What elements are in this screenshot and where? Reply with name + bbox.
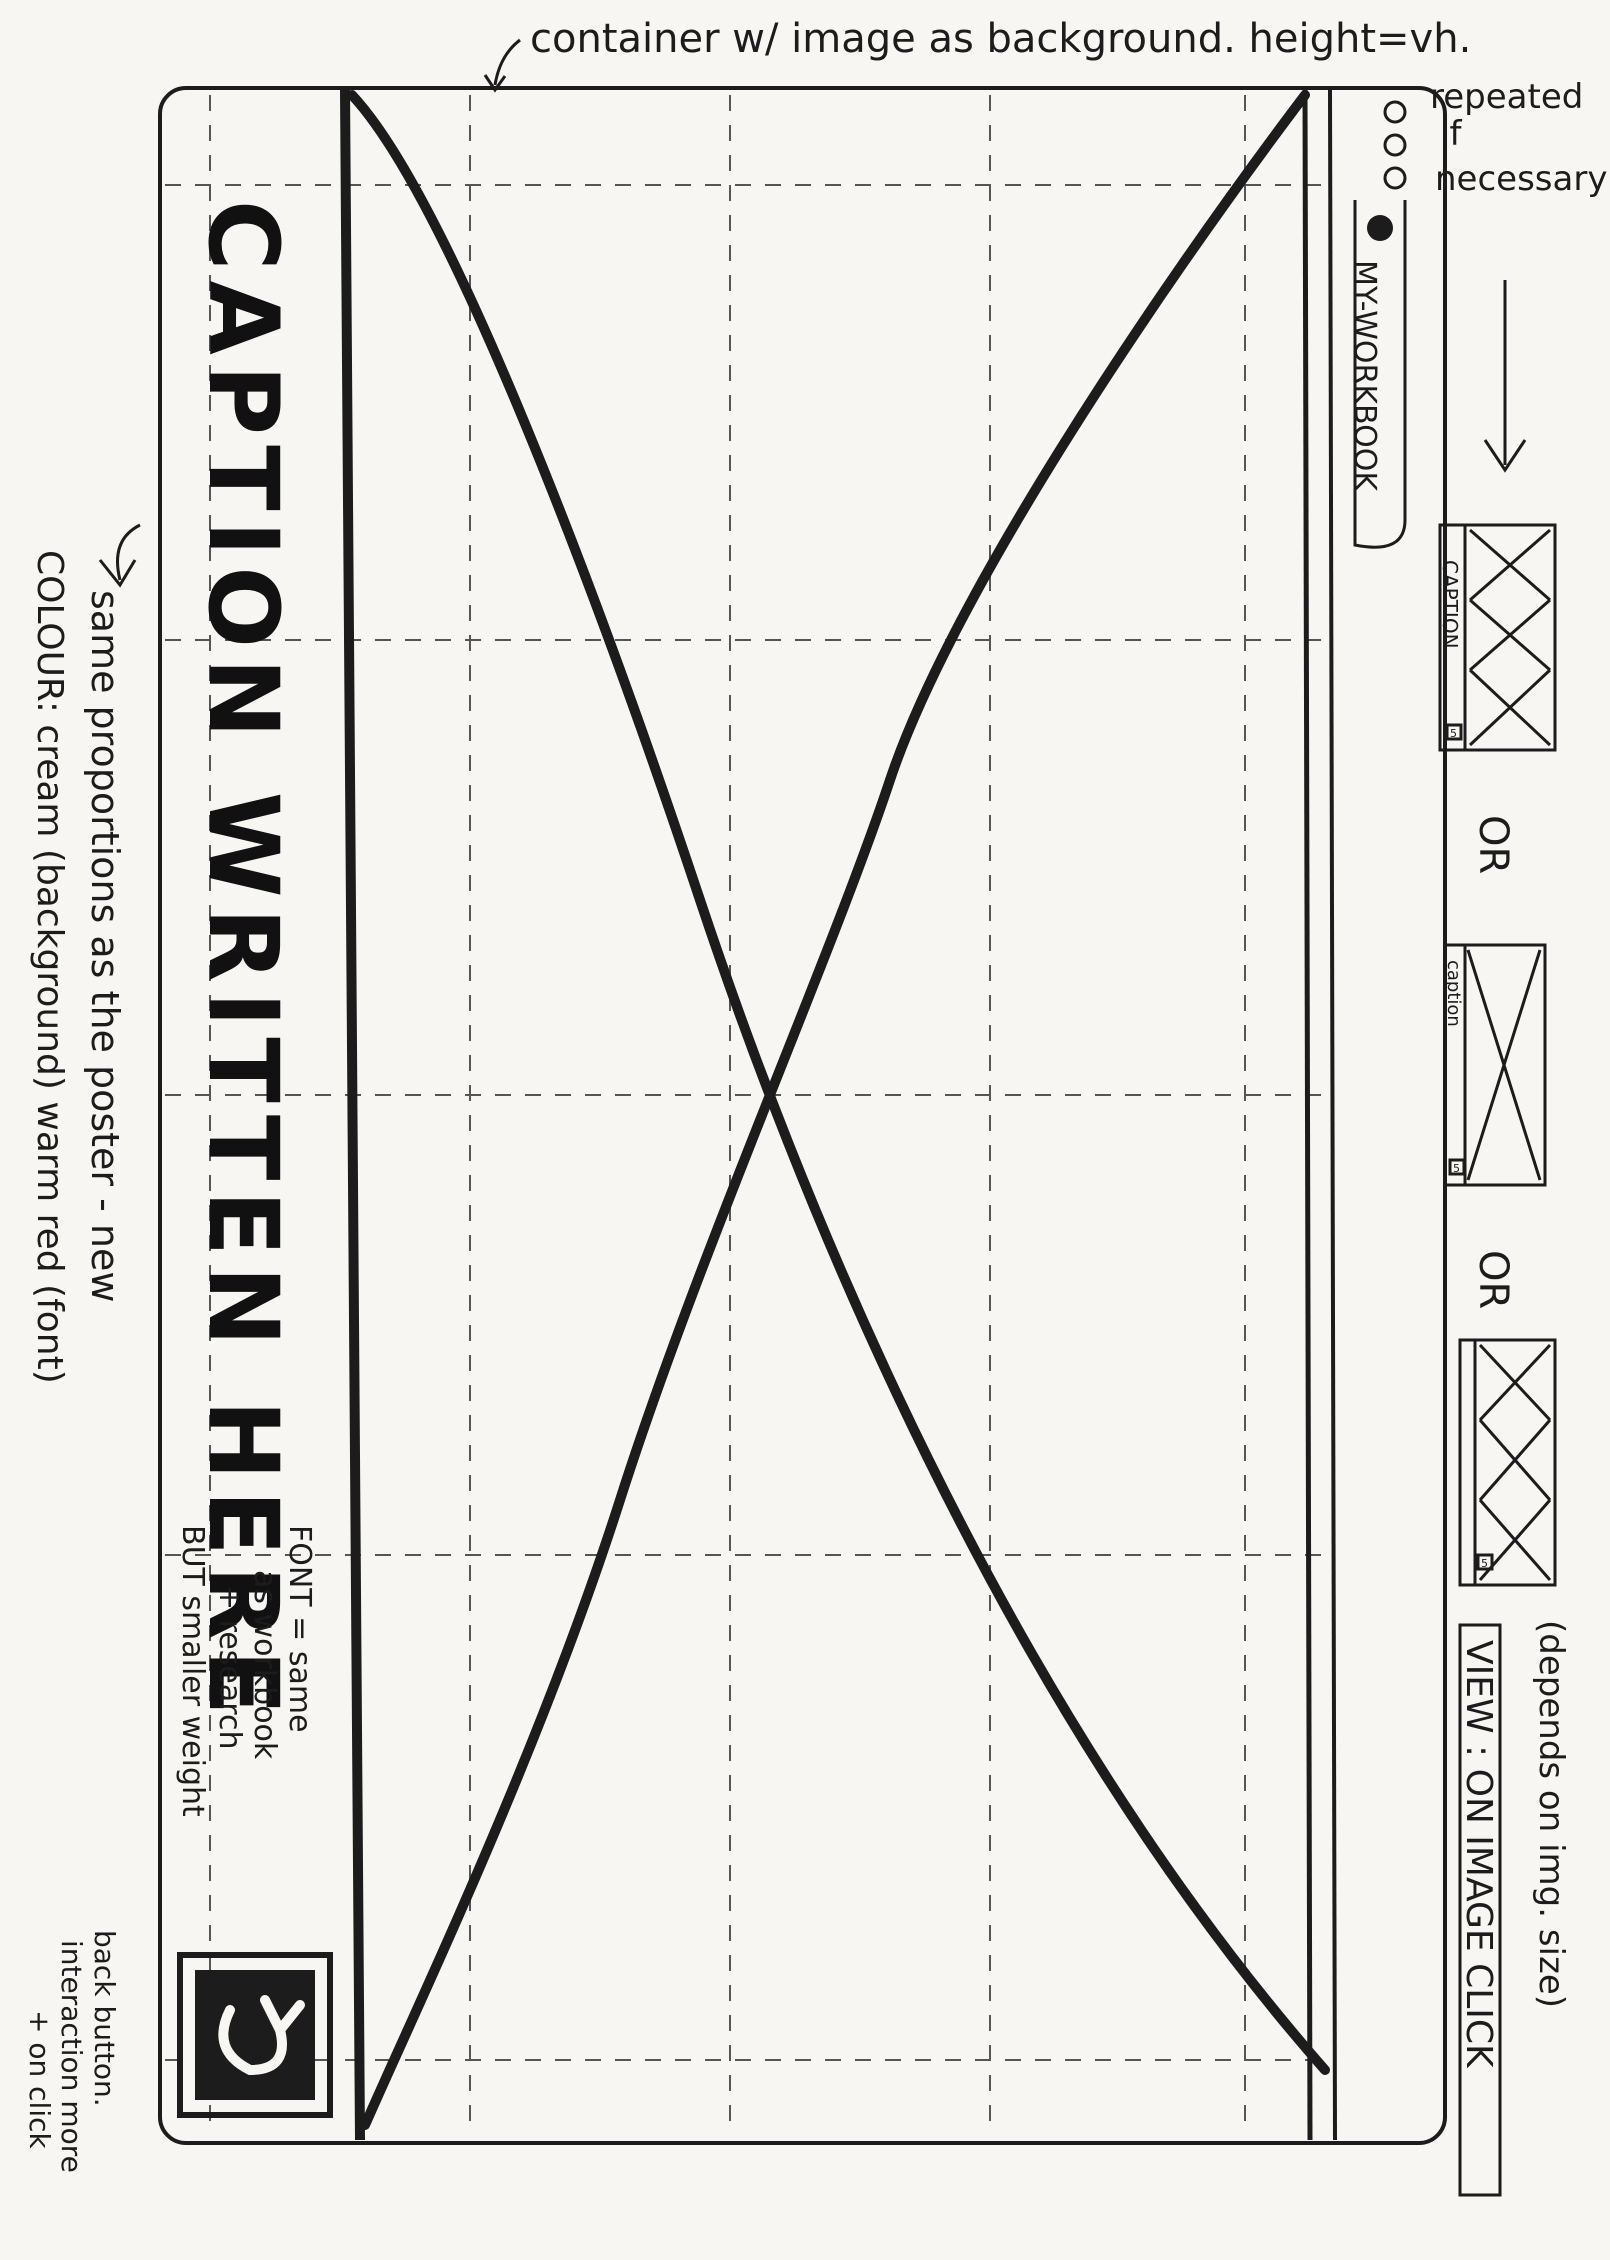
thumbnail-1-caption: CAPTION [1438,560,1462,649]
window-dots [1383,100,1407,190]
thumbnail-3-badge: 5 [1481,1557,1488,1570]
font-note-1: FONT = same [282,1525,317,1733]
thumbnail-1-badge: 5 [1450,727,1457,740]
workbook-tab[interactable] [1353,200,1407,549]
grid-guides [165,95,1325,2135]
back-note-2: interaction more [55,1940,88,2173]
font-note-3: + research [212,1585,247,1749]
back-note-3: + on click [23,2010,56,2149]
depends-note: (depends on img. size) [1531,1620,1571,2008]
font-note-4: BUT smaller weight [175,1525,210,1817]
or-separator-1: OR [1470,815,1516,874]
container-note: container w/ image as background. height… [530,16,1471,62]
thumbnail-2-caption: caption [1443,960,1464,1027]
font-note-2: as workbook [247,1570,282,1760]
or-separator-2: OR [1470,1250,1516,1309]
repeated-note-3: necessary [1435,159,1607,199]
view-on-click-label: VIEW : ON IMAGE CLICK [1458,1640,1499,2069]
repeated-note-1: repeated [1430,77,1583,117]
workbook-tab-label[interactable]: MY-WORKBOOK [1347,260,1382,492]
back-arrow-icon [218,1995,305,2076]
view-label-box [1458,1623,1502,2197]
hero-image-placeholder [347,90,1330,2130]
repeated-note-2: if [1440,114,1462,154]
back-note-1: back button. [88,1930,121,2107]
thumbnail-option-3[interactable] [1458,1338,1557,1587]
proportions-note-1: same proportions as the poster - new [83,590,127,1302]
thumbnail-option-1[interactable] [1438,523,1557,752]
thumbnail-2-badge: 5 [1453,1162,1460,1175]
scroll-arrow-icon [1483,280,1527,473]
thumbnail-option-2[interactable] [1443,943,1547,1187]
proportions-note-2: COLOUR: cream (background) warm red (fon… [29,550,70,1384]
tab-dot-icon [1367,215,1393,241]
back-button[interactable] [177,1952,333,2118]
caption-heading: CAPTION WRITTEN HERE [187,200,299,1725]
